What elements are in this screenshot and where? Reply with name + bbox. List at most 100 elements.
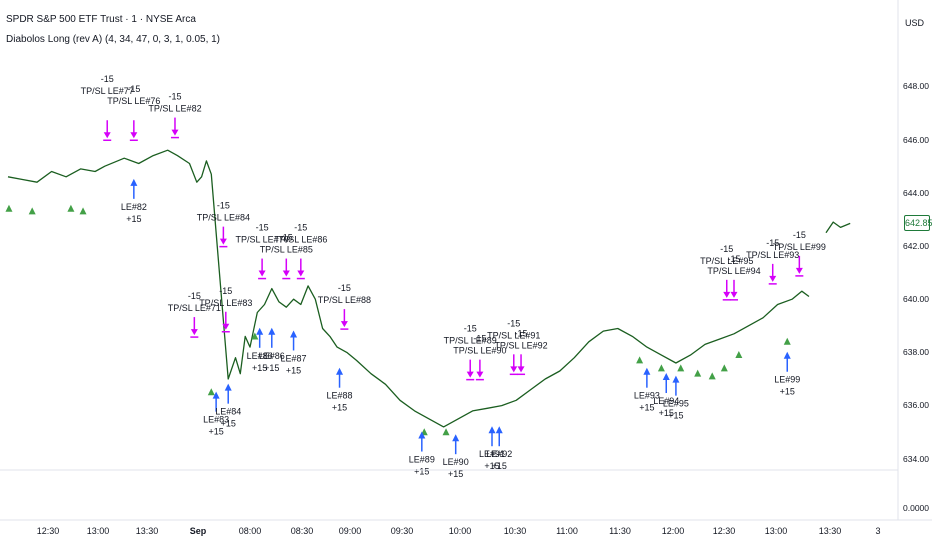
entry-arrow-head — [643, 367, 651, 375]
entry-arrow-head — [212, 391, 220, 399]
entry-arrow-head — [452, 434, 460, 442]
exit-value: -15 — [256, 223, 269, 233]
signal-triangle — [207, 388, 215, 396]
exit-value: -15 — [168, 92, 181, 102]
exit-arrow-head — [297, 270, 305, 277]
exit-signal: TP/SL LE#93 -15 — [746, 238, 799, 285]
exit-label: TP/SL LE#90 — [453, 346, 506, 356]
exit-signal: TP/SL LE#89-15 — [444, 324, 497, 381]
triangle-markers — [5, 204, 791, 436]
entry-label: LE#90 — [443, 457, 469, 467]
currency-button[interactable]: USD — [905, 18, 925, 28]
current-price-tag: 642.85 — [904, 215, 932, 231]
exit-signal: TP/SL LE#70 -15 — [235, 223, 289, 280]
entry-arrow-head — [224, 383, 232, 391]
exit-signal: TP/SL LE#90 -15 — [453, 334, 507, 381]
entry-label: LE#92 — [486, 449, 512, 459]
entry-value: +15 — [332, 403, 347, 413]
exit-label: TP/SL LE#83 — [199, 298, 252, 308]
exit-value: -15 — [127, 84, 140, 94]
exit-label: TP/SL LE#88 — [318, 295, 371, 305]
entry-signal: LE#86 +15 — [259, 327, 285, 373]
exit-arrow-head — [103, 132, 111, 139]
signal-triangle — [79, 207, 87, 215]
signal-triangle — [708, 372, 716, 380]
entry-signal: LE#99 +15 — [774, 351, 800, 397]
entry-signals: LE#82+15LE#83+15LE#84+15LE#86+15LE#86+15… — [121, 178, 800, 479]
entry-value: +15 — [484, 461, 499, 471]
time-tick-label: 09:30 — [391, 526, 414, 536]
entry-label: LE#86 — [247, 351, 273, 361]
entry-signal: LE#82 +15 — [121, 178, 147, 224]
exit-value: -15 — [464, 324, 477, 334]
price-line-next-session — [825, 221, 851, 234]
time-tick-label: 09:00 — [339, 526, 362, 536]
exit-arrow-head — [517, 366, 525, 373]
entry-signal: LE#93 +15 — [634, 367, 660, 413]
price-tick-label: 0.0000 — [903, 503, 929, 513]
exit-arrow-head — [730, 291, 738, 298]
entry-arrow-head — [130, 178, 138, 186]
exit-label: TP/SL LE#94 — [707, 266, 760, 276]
exit-arrow-head — [466, 371, 474, 378]
entry-signal: LE#86 +15 — [247, 327, 273, 373]
time-tick-label: 13:00 — [765, 526, 788, 536]
entry-value: +15 — [659, 408, 674, 418]
entry-label: LE#87 — [281, 353, 307, 363]
exit-signal: TP/SL LE#84 -15 — [197, 201, 250, 248]
signal-triangle — [657, 364, 665, 372]
exit-arrow-head — [222, 323, 230, 330]
signal-triangle — [720, 364, 728, 372]
entry-value: +15 — [208, 427, 223, 437]
exit-arrow-head — [476, 371, 484, 378]
time-axis[interactable]: 12:30 13:00 13:30 Sep 08:00 08:30 09:00 09:30 10… — [0, 519, 932, 536]
signal-triangle — [5, 204, 13, 212]
entry-value: +15 — [221, 419, 236, 429]
exit-signal: TP/SL LE#88 -15 — [318, 283, 371, 330]
exit-value: -15 — [280, 233, 293, 243]
exit-value: -15 — [727, 254, 740, 264]
exit-label: TP/SL LE#91 — [487, 330, 540, 340]
exit-value: -15 — [720, 244, 733, 254]
time-tick-label: 12:30 — [713, 526, 736, 536]
signal-triangle — [636, 356, 644, 364]
signal-triangle — [442, 428, 450, 436]
entry-label: LE#84 — [215, 407, 241, 417]
exit-value: -15 — [101, 74, 114, 84]
entry-label: LE#83 — [203, 415, 229, 425]
entry-value: +15 — [126, 214, 141, 224]
exit-arrow-head — [171, 129, 179, 136]
exit-value: -15 — [515, 328, 528, 338]
exit-label: TP/SL LE#95 — [700, 256, 753, 266]
exit-signal: TP/SL LE#91-15 — [487, 318, 540, 376]
exit-arrow-head — [219, 238, 227, 245]
exit-signal: TP/SL LE#77 -15 — [81, 74, 134, 141]
indicator-legend[interactable]: Diabolos Long (rev A) (4, 34, 47, 0, 3, … — [6, 34, 221, 45]
time-tick-label: 3 — [875, 526, 880, 536]
entry-signal: LE#89 +15 — [409, 431, 435, 477]
exit-arrow-head — [340, 321, 348, 328]
exit-arrow-head — [258, 270, 266, 277]
entry-label: LE#82 — [121, 202, 147, 212]
price-axis[interactable]: 648.00 646.00 644.00 642.00 640.00 638.00 636.… — [0, 0, 929, 520]
price-series — [7, 149, 851, 428]
exit-arrow-head — [130, 132, 138, 139]
entry-arrow-head — [672, 375, 680, 383]
exit-value: -15 — [793, 230, 806, 240]
exit-label: TP/SL LE#77 — [81, 86, 134, 96]
price-tick-label: 634.00 — [903, 454, 929, 464]
exit-signal: TP/SL LE#76 -15 — [107, 84, 160, 141]
entry-arrow-head — [783, 351, 791, 359]
symbol-title: SPDR S&P 500 ETF Trust · 1 · NYSE Arca — [6, 14, 196, 25]
exit-value: -15 — [217, 201, 230, 211]
signal-triangle — [67, 204, 75, 212]
entry-label: LE#94 — [653, 396, 679, 406]
entry-arrow-head — [418, 431, 426, 439]
signal-triangle — [735, 351, 743, 359]
time-tick-label: 13:30 — [819, 526, 842, 536]
exit-label: TP/SL LE#93 — [746, 250, 799, 260]
time-tick-label: 10:30 — [504, 526, 527, 536]
exit-value: -15 — [294, 223, 307, 233]
